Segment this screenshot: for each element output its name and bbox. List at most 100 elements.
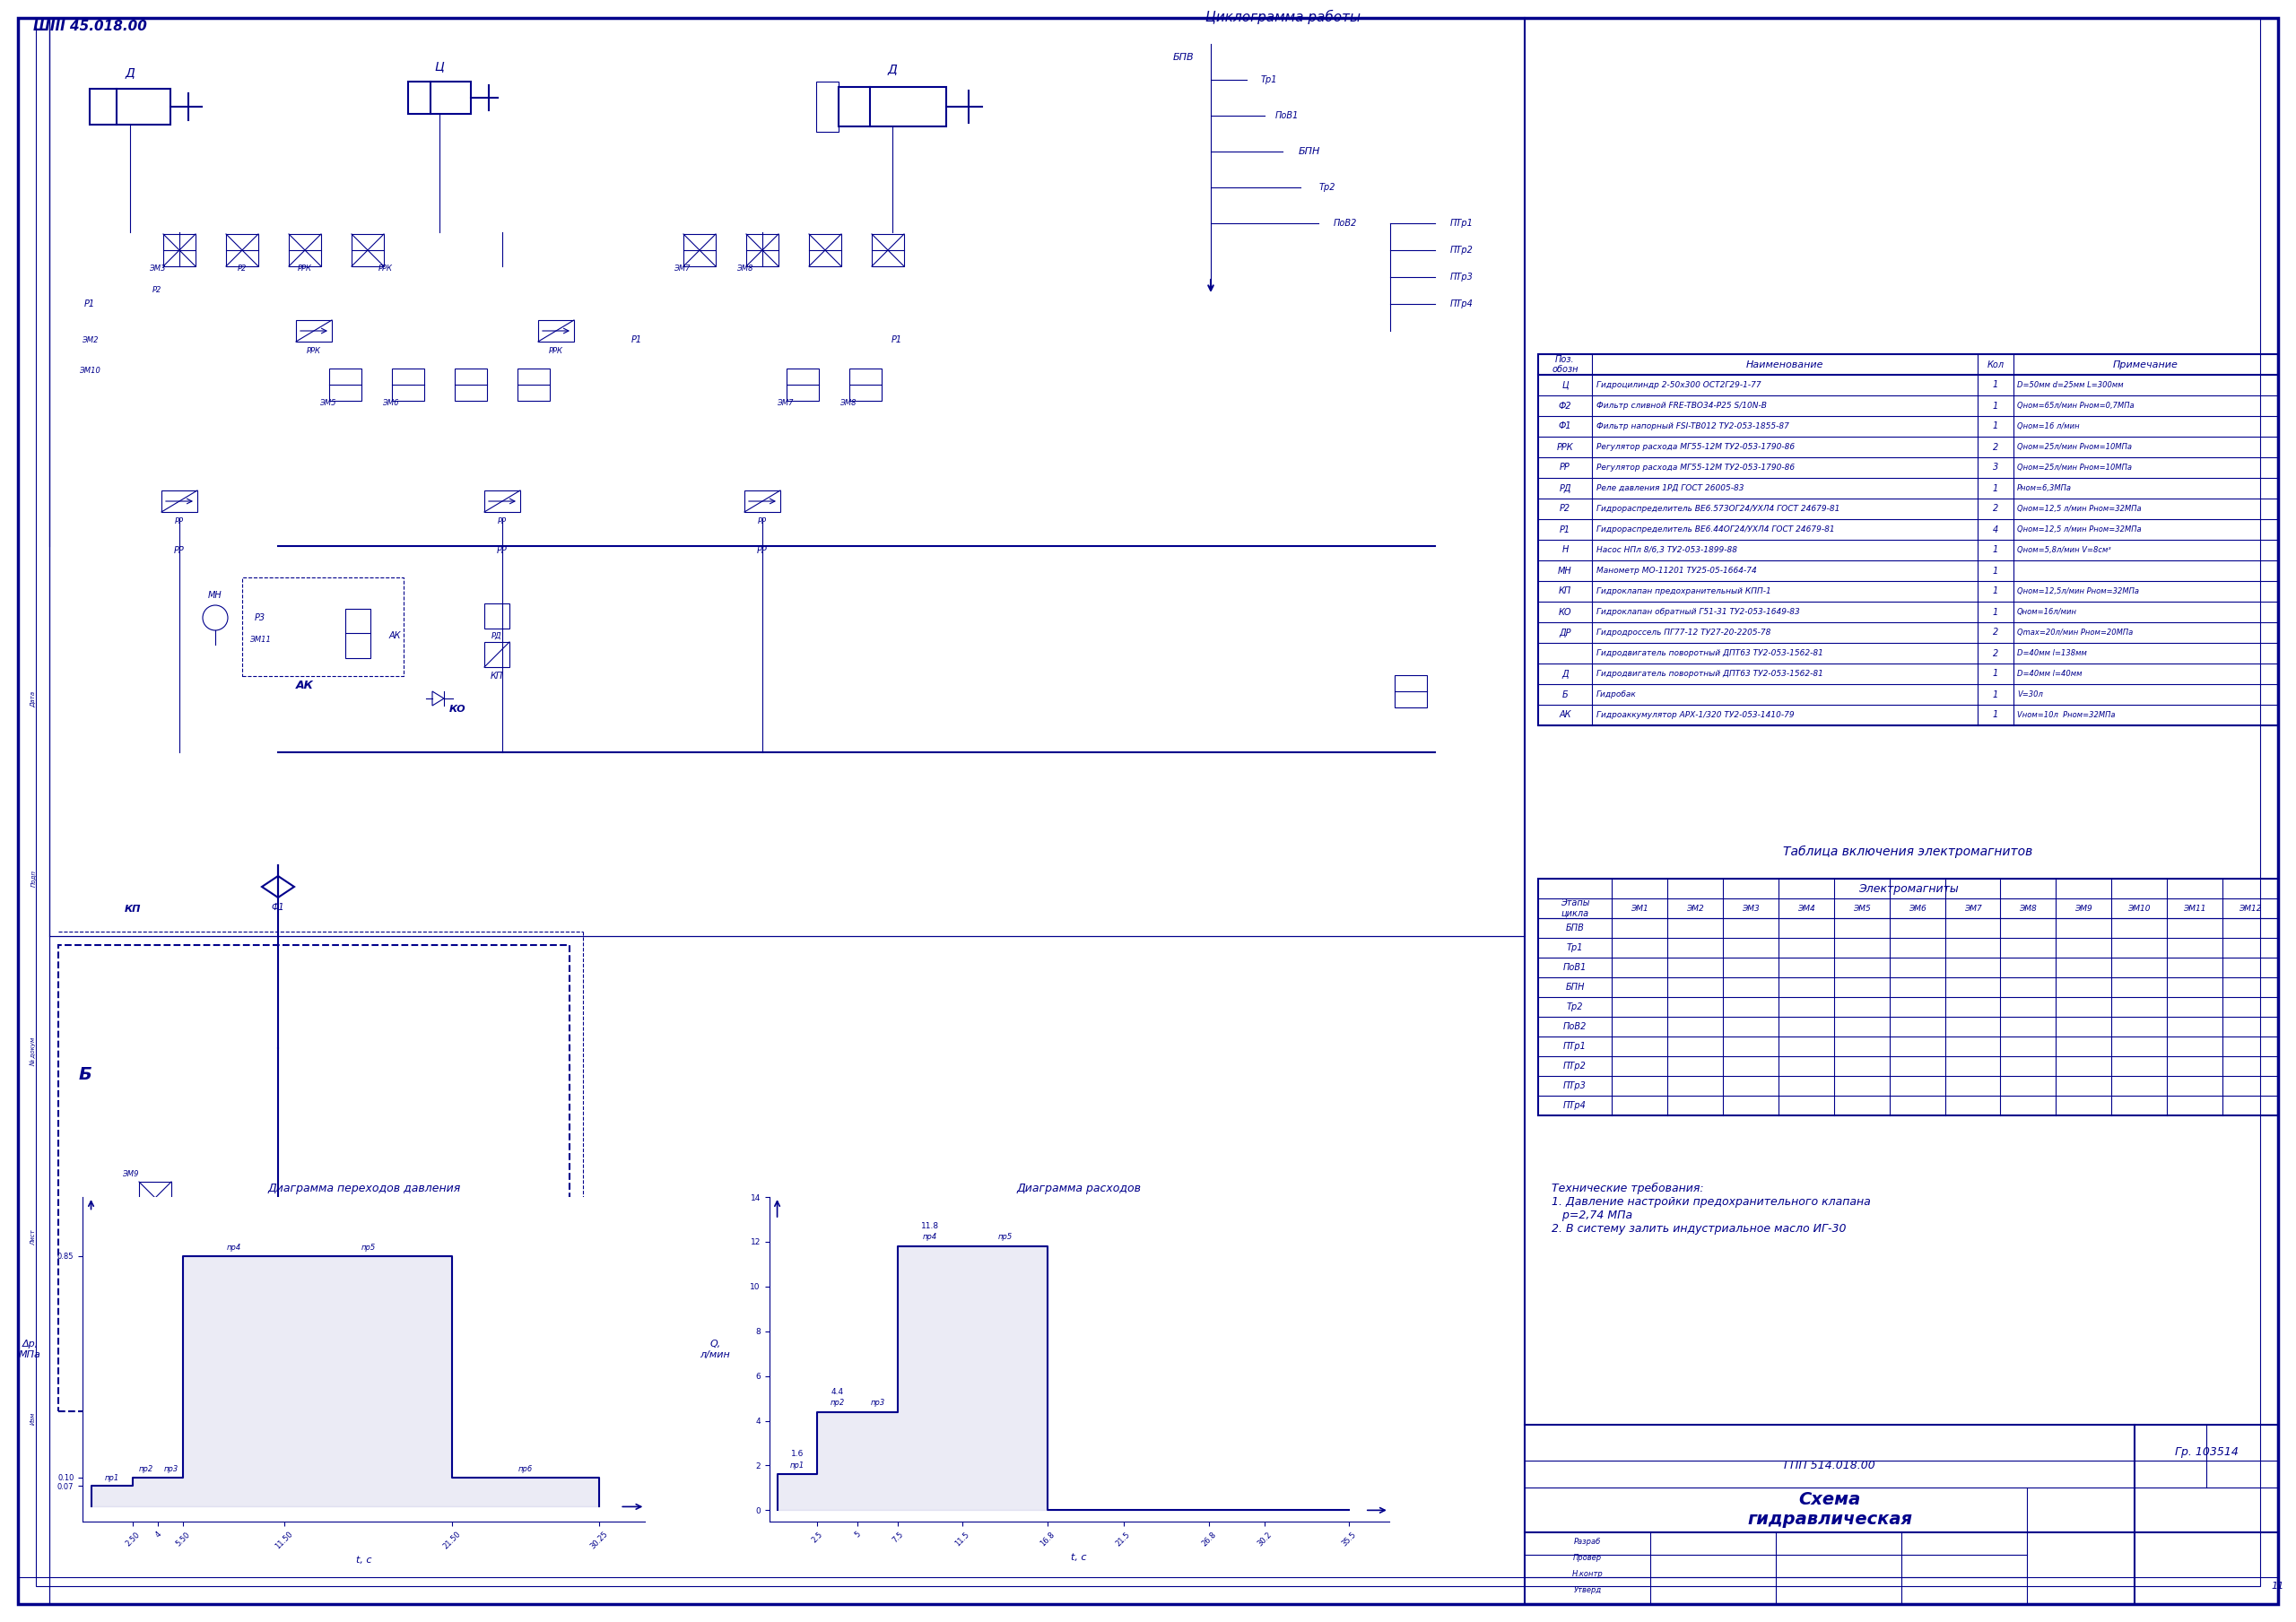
Text: Р1: Р1 bbox=[891, 336, 902, 344]
Bar bbox=[1538, 879, 2278, 1116]
Bar bbox=[18, 18, 48, 1604]
Text: Гидроклапан обратный Г51-31 ТУ2-053-1649-83: Гидроклапан обратный Г51-31 ТУ2-053-1649… bbox=[1596, 608, 1800, 616]
Text: ЭМ8: ЭМ8 bbox=[2018, 903, 2037, 912]
Circle shape bbox=[383, 1238, 434, 1288]
Text: ЭМ8: ЭМ8 bbox=[840, 399, 856, 407]
Text: ПТр2: ПТр2 bbox=[1564, 1062, 1587, 1071]
Text: пр3: пр3 bbox=[163, 1465, 179, 1473]
Text: пр1: пр1 bbox=[790, 1461, 804, 1470]
Text: Этапы
цикла: Этапы цикла bbox=[1561, 899, 1589, 918]
Text: Технические требования:
1. Давление настройки предохранительного клапана
   р=2,: Технические требования: 1. Давление наст… bbox=[1552, 1182, 1871, 1234]
Text: пр1: пр1 bbox=[106, 1474, 119, 1483]
Text: Гидроклапан предохранительный КПП-1: Гидроклапан предохранительный КПП-1 bbox=[1596, 587, 1770, 595]
Bar bbox=[351, 234, 383, 266]
Text: 4.4: 4.4 bbox=[831, 1388, 845, 1395]
Text: БПН: БПН bbox=[1566, 983, 1584, 991]
Title: Диаграмма переходов давления: Диаграмма переходов давления bbox=[266, 1182, 461, 1195]
Text: Qном=25л/мин Рном=10МПа: Qном=25л/мин Рном=10МПа bbox=[2018, 443, 2133, 451]
Text: БПН: БПН bbox=[1300, 148, 1320, 156]
Text: Примечание: Примечание bbox=[2112, 360, 2179, 368]
Bar bbox=[241, 577, 404, 676]
Text: 2: 2 bbox=[1993, 443, 1998, 451]
Text: Тр1: Тр1 bbox=[1261, 75, 1277, 84]
Text: Циклограмма работы: Циклограмма работы bbox=[1205, 10, 1359, 24]
Bar bbox=[328, 368, 360, 401]
Text: ЭМ4: ЭМ4 bbox=[1798, 903, 1814, 912]
Text: 1: 1 bbox=[1993, 483, 1998, 493]
Text: ДР: ДР bbox=[1559, 628, 1570, 637]
Bar bbox=[161, 490, 197, 513]
Text: 1: 1 bbox=[1993, 608, 1998, 616]
Text: пр2: пр2 bbox=[138, 1465, 154, 1473]
X-axis label: t, c: t, c bbox=[356, 1555, 372, 1565]
Text: 1: 1 bbox=[1993, 381, 1998, 389]
Text: РР: РР bbox=[496, 547, 507, 555]
Text: Гидродвигатель поворотный ДПТ63 ТУ2-053-1562-81: Гидродвигатель поворотный ДПТ63 ТУ2-053-… bbox=[1596, 670, 1823, 678]
Text: БПВ: БПВ bbox=[1566, 923, 1584, 933]
Text: Гидробак: Гидробак bbox=[1596, 691, 1637, 699]
Text: Наименование: Наименование bbox=[1745, 360, 1823, 368]
Text: АК: АК bbox=[296, 680, 315, 691]
Bar bbox=[163, 234, 195, 266]
Text: 2: 2 bbox=[1993, 628, 1998, 637]
Text: Гидрораспределитель ВЕ6.57ЗОГ24/УХЛ4 ГОСТ 24679-81: Гидрораспределитель ВЕ6.57ЗОГ24/УХЛ4 ГОС… bbox=[1596, 504, 1839, 513]
Text: РР: РР bbox=[1559, 464, 1570, 472]
Text: Н: Н bbox=[202, 1312, 209, 1322]
Bar bbox=[746, 234, 778, 266]
Text: Qном=16 л/мин: Qном=16 л/мин bbox=[2018, 422, 2080, 430]
Bar bbox=[872, 234, 905, 266]
Text: 1: 1 bbox=[1993, 566, 1998, 576]
Text: РРК: РРК bbox=[379, 264, 393, 272]
Y-axis label: Q,
л/мин: Q, л/мин bbox=[700, 1340, 730, 1359]
Text: РД: РД bbox=[1559, 483, 1570, 493]
Text: V=30л: V=30л bbox=[2018, 691, 2043, 699]
Bar bbox=[344, 608, 370, 659]
Text: Тр1: Тр1 bbox=[1566, 944, 1584, 952]
Text: Фильтр сливной FRE-TВО34-Р25 S/10N-B: Фильтр сливной FRE-TВО34-Р25 S/10N-B bbox=[1596, 402, 1766, 410]
Bar bbox=[1394, 675, 1426, 707]
Text: Изм: Изм bbox=[30, 1413, 37, 1424]
Text: 1: 1 bbox=[1993, 710, 1998, 720]
Text: пр6: пр6 bbox=[519, 1465, 533, 1473]
Bar bbox=[393, 368, 425, 401]
Text: Регулятор расхода МГ55-12М ТУ2-053-1790-86: Регулятор расхода МГ55-12М ТУ2-053-1790-… bbox=[1596, 464, 1795, 472]
Text: пр2: пр2 bbox=[831, 1398, 845, 1406]
Text: РР: РР bbox=[174, 547, 184, 555]
Text: ШIII 45.018.00: ШIII 45.018.00 bbox=[32, 19, 147, 32]
Text: РРК: РРК bbox=[308, 347, 321, 355]
Text: МН: МН bbox=[1559, 566, 1573, 576]
Text: Ф2: Ф2 bbox=[491, 1218, 505, 1228]
Text: ПТр4: ПТр4 bbox=[1564, 1101, 1587, 1109]
Text: Д: Д bbox=[1561, 670, 1568, 678]
Bar bbox=[18, 1577, 2278, 1604]
Text: Тр2: Тр2 bbox=[1320, 183, 1336, 191]
Text: Qmax=20л/мин Рном=20МПа: Qmax=20л/мин Рном=20МПа bbox=[2018, 629, 2133, 636]
Text: Гидрораспределитель ВЕ6.44ОГ24/УХЛ4 ГОСТ 24679-81: Гидрораспределитель ВЕ6.44ОГ24/УХЛ4 ГОСТ… bbox=[1596, 526, 1835, 534]
Text: 11.8: 11.8 bbox=[921, 1221, 939, 1229]
Text: ЭМ3: ЭМ3 bbox=[149, 264, 165, 272]
Bar bbox=[517, 368, 549, 401]
Bar bbox=[788, 368, 820, 401]
Text: ЭМ6: ЭМ6 bbox=[381, 399, 400, 407]
Text: Схема
гидравлическая: Схема гидравлическая bbox=[1747, 1492, 1913, 1528]
Text: Кол: Кол bbox=[1986, 360, 2004, 368]
Text: Гидроцилиндр 2-50х300 ОСТ2Г29-1-77: Гидроцилиндр 2-50х300 ОСТ2Г29-1-77 bbox=[1596, 381, 1761, 389]
Text: Тр2: Тр2 bbox=[1566, 1002, 1584, 1012]
Text: Фильтр напорный FSI-TВ012 ТУ2-053-1855-87: Фильтр напорный FSI-TВ012 ТУ2-053-1855-8… bbox=[1596, 422, 1789, 430]
Text: Гр. 103514: Гр. 103514 bbox=[2174, 1445, 2239, 1458]
Text: 4: 4 bbox=[1993, 526, 1998, 534]
Text: ЭМ10: ЭМ10 bbox=[2128, 903, 2151, 912]
Text: Н.контр: Н.контр bbox=[1573, 1570, 1603, 1578]
Circle shape bbox=[285, 1238, 335, 1288]
Bar bbox=[1525, 1424, 2278, 1604]
Text: Утверд: Утверд bbox=[1573, 1586, 1600, 1594]
Bar bbox=[850, 368, 882, 401]
Text: Н: Н bbox=[305, 1228, 312, 1236]
Text: 1: 1 bbox=[1993, 670, 1998, 678]
Text: КП: КП bbox=[1559, 587, 1570, 595]
Text: Провер: Провер bbox=[1573, 1554, 1603, 1562]
Text: Р1: Р1 bbox=[85, 300, 94, 308]
Bar bbox=[48, 18, 1525, 936]
Text: ПТр1: ПТр1 bbox=[1451, 219, 1474, 227]
Text: ЭМ10: ЭМ10 bbox=[78, 367, 101, 375]
